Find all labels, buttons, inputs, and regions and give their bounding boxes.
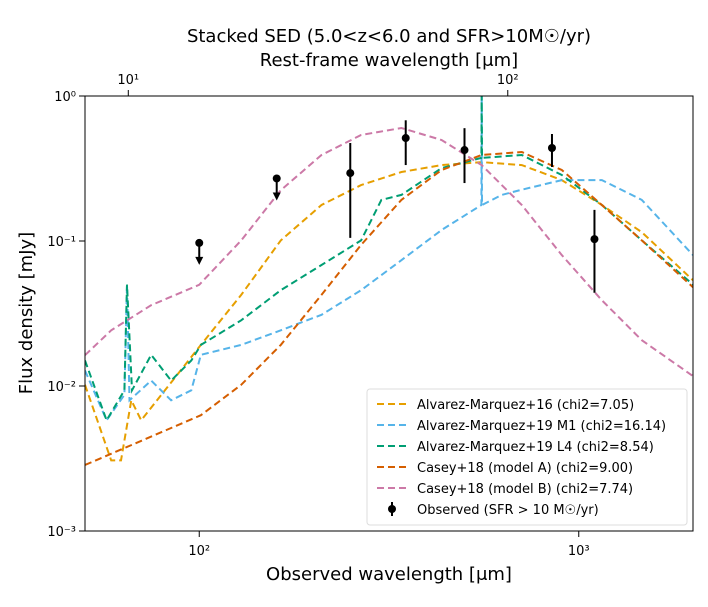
upper-limit-head [272, 192, 281, 201]
sed-curve [85, 96, 693, 423]
sed-curve [85, 96, 693, 423]
y-tick-label: 10⁻³ [47, 525, 76, 540]
chart-title: Stacked SED (5.0<z<6.0 and SFR>10M☉/yr) [187, 26, 591, 47]
plot-area [85, 96, 693, 466]
y-tick-label: 10⁰ [54, 90, 76, 105]
observed-point [272, 174, 281, 183]
y-axis-label: Flux density [mJy] [16, 232, 37, 394]
observed-point [547, 143, 556, 152]
plot-frame [84, 95, 694, 532]
upper-limit-head [195, 256, 204, 265]
sed-curve [85, 161, 693, 462]
legend-box [366, 388, 688, 526]
x2-tick-label: 10² [497, 73, 519, 88]
y-tick-label: 10⁻² [47, 380, 76, 395]
legend-label: Observed (SFR > 10 M☉/yr) [417, 503, 599, 518]
legend-label: Alvarez-Marquez+19 L4 (chi2=8.54) [417, 440, 654, 455]
legend-label: Alvarez-Marquez+19 M1 (chi2=16.14) [417, 419, 666, 434]
observed-point [346, 169, 355, 178]
x2-axis-label: Rest-frame wavelength [μm] [260, 50, 518, 71]
observed-point [401, 134, 410, 143]
x-tick-label: 10² [188, 544, 210, 559]
observed-point [590, 235, 599, 244]
x-tick-label: 10³ [568, 544, 590, 559]
legend-label: Casey+18 (model A) (chi2=9.00) [417, 461, 633, 476]
legend-label: Alvarez-Marquez+16 (chi2=7.05) [417, 398, 634, 413]
sed-curve [85, 126, 693, 377]
sed-curve [85, 150, 693, 466]
observed-point [195, 238, 204, 247]
y-tick-label: 10⁻¹ [47, 235, 76, 250]
legend-label: Casey+18 (model B) (chi2=7.74) [417, 482, 633, 497]
x2-tick-label: 10¹ [117, 73, 139, 88]
legend-swatch [388, 505, 396, 513]
x-axis-label: Observed wavelength [μm] [266, 564, 512, 585]
observed-point [460, 146, 469, 155]
